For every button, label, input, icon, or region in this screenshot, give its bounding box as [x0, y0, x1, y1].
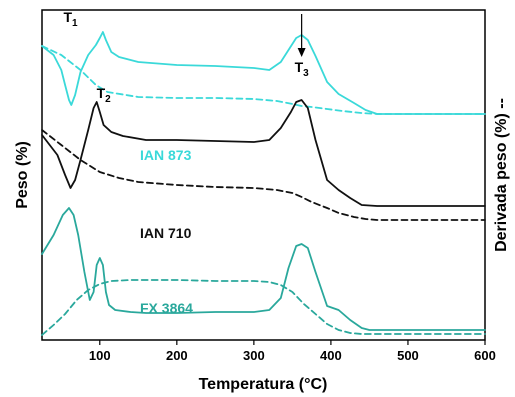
series-4-weight-line	[41, 207, 486, 331]
series-layer	[41, 31, 486, 336]
series-label: IAN 873	[140, 147, 192, 163]
series-label-layer: IAN 873 IAN 710 FX 3864	[140, 147, 193, 316]
y-axis-title-left: Peso (%)	[14, 141, 31, 209]
x-axis-title: Temperatura (°C)	[199, 376, 328, 393]
x-tick-label: 600	[474, 348, 496, 363]
x-tick-label: 100	[89, 348, 111, 363]
plot-area	[41, 9, 486, 341]
annotation-layer: T1 T2 T3	[63, 9, 309, 105]
y-axis-title-right: Derivada peso (%) --	[493, 98, 510, 252]
series-1-derivative-line	[41, 45, 486, 115]
series-2-weight-line	[41, 99, 486, 207]
x-tick-label: 300	[243, 348, 265, 363]
series-label: FX 3864	[140, 300, 193, 316]
x-axis-ticks: 100 200 300 400 500 600	[89, 340, 496, 363]
annotation-label: T3	[295, 59, 310, 79]
x-tick-label: 200	[166, 348, 188, 363]
annotation-label: T1	[63, 9, 78, 29]
x-tick-label: 400	[320, 348, 342, 363]
series-0-weight-line	[41, 31, 486, 115]
annotation-label: T2	[97, 85, 112, 105]
series-5-derivative-line	[41, 279, 486, 336]
arrow-head-icon	[297, 48, 306, 57]
series-3-derivative-line	[41, 129, 486, 221]
series-label: IAN 710	[140, 225, 192, 241]
x-tick-label: 500	[397, 348, 419, 363]
